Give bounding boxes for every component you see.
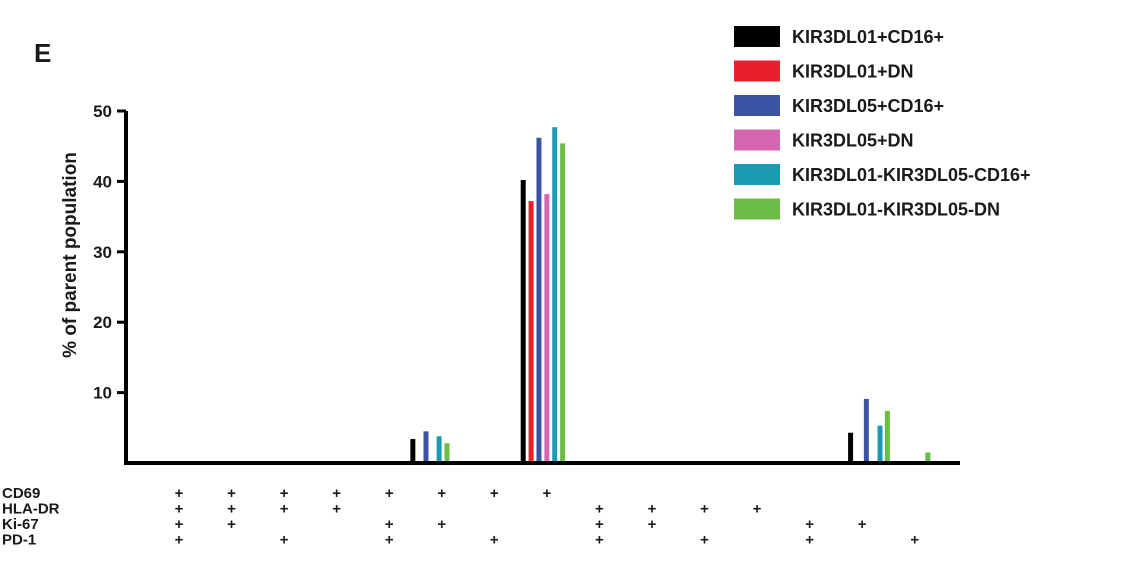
marker-plus: +: [490, 485, 499, 502]
bar: [560, 143, 566, 463]
marker-plus: +: [385, 485, 394, 502]
marker-plus: +: [437, 485, 446, 502]
marker-plus: +: [805, 532, 814, 549]
marker-plus: +: [385, 516, 394, 533]
bar: [863, 398, 869, 463]
marker-plus: +: [175, 485, 184, 502]
marker-plus: +: [280, 501, 289, 518]
marker-plus: +: [280, 485, 289, 502]
marker-plus: +: [332, 485, 341, 502]
bar: [552, 127, 558, 463]
bar: [436, 436, 442, 463]
legend-label: KIR3DL05+DN: [792, 131, 914, 151]
legend-label: KIR3DL05+CD16+: [792, 96, 944, 116]
marker-table: CD69HLA-DRKi-67PD-1+++++++++++++++++++++…: [2, 485, 919, 549]
marker-plus: +: [858, 516, 867, 533]
y-tick-label: 30: [93, 243, 112, 262]
legend-label: KIR3DL01-KIR3DL05-DN: [792, 200, 1000, 220]
bar: [536, 137, 542, 463]
bar: [925, 452, 931, 463]
marker-plus: +: [332, 501, 341, 518]
legend-swatch: [734, 129, 780, 151]
marker-plus: +: [385, 532, 394, 549]
marker-plus: +: [227, 485, 236, 502]
bar: [528, 201, 534, 463]
marker-row-label: PD-1: [2, 532, 36, 549]
marker-plus: +: [490, 532, 499, 549]
marker-plus: +: [700, 532, 709, 549]
y-tick-label: 20: [93, 313, 112, 332]
y-axis-ticks: 10 20 30 40 50: [93, 102, 126, 403]
marker-row-label: CD69: [2, 485, 40, 502]
marker-plus: +: [175, 501, 184, 518]
y-tick-label: 50: [93, 102, 112, 121]
marker-plus: +: [648, 501, 657, 518]
marker-plus: +: [542, 485, 551, 502]
bar: [884, 410, 890, 463]
marker-plus: +: [227, 501, 236, 518]
bar: [423, 431, 429, 463]
marker-plus: +: [175, 532, 184, 549]
marker-plus: +: [175, 516, 184, 533]
bar: [544, 194, 550, 463]
marker-plus: +: [595, 501, 604, 518]
marker-plus: +: [910, 532, 919, 549]
marker-plus: +: [805, 516, 814, 533]
bar: [410, 439, 416, 463]
marker-plus: +: [595, 532, 604, 549]
marker-plus: +: [648, 516, 657, 533]
marker-plus: +: [753, 501, 762, 518]
marker-plus: +: [595, 516, 604, 533]
bars: [410, 127, 931, 463]
bar: [444, 443, 450, 463]
marker-row-label: HLA-DR: [2, 501, 60, 518]
y-tick-label: 10: [93, 384, 112, 403]
bar: [877, 425, 883, 463]
legend-swatch: [734, 26, 780, 47]
marker-plus: +: [280, 532, 289, 549]
legend-swatch: [734, 95, 780, 116]
panel-label: E: [34, 38, 51, 68]
legend-swatch: [734, 198, 780, 220]
marker-plus: +: [700, 501, 709, 518]
y-tick-label: 40: [93, 172, 112, 191]
legend-swatch: [734, 60, 780, 82]
legend-label: KIR3DL01+DN: [792, 62, 914, 82]
bar: [848, 432, 854, 463]
legend-swatch: [734, 164, 780, 185]
marker-plus: +: [227, 516, 236, 533]
legend-label: KIR3DL01-KIR3DL05-CD16+: [792, 165, 1031, 185]
bar: [520, 179, 526, 463]
marker-row-label: Ki-67: [2, 516, 39, 533]
legend-label: KIR3DL01+CD16+: [792, 27, 944, 47]
y-axis-label: % of parent population: [60, 152, 81, 358]
marker-plus: +: [437, 516, 446, 533]
legend: KIR3DL01+CD16+ KIR3DL01+DN KIR3DL05+CD16+ K…: [734, 26, 1031, 220]
